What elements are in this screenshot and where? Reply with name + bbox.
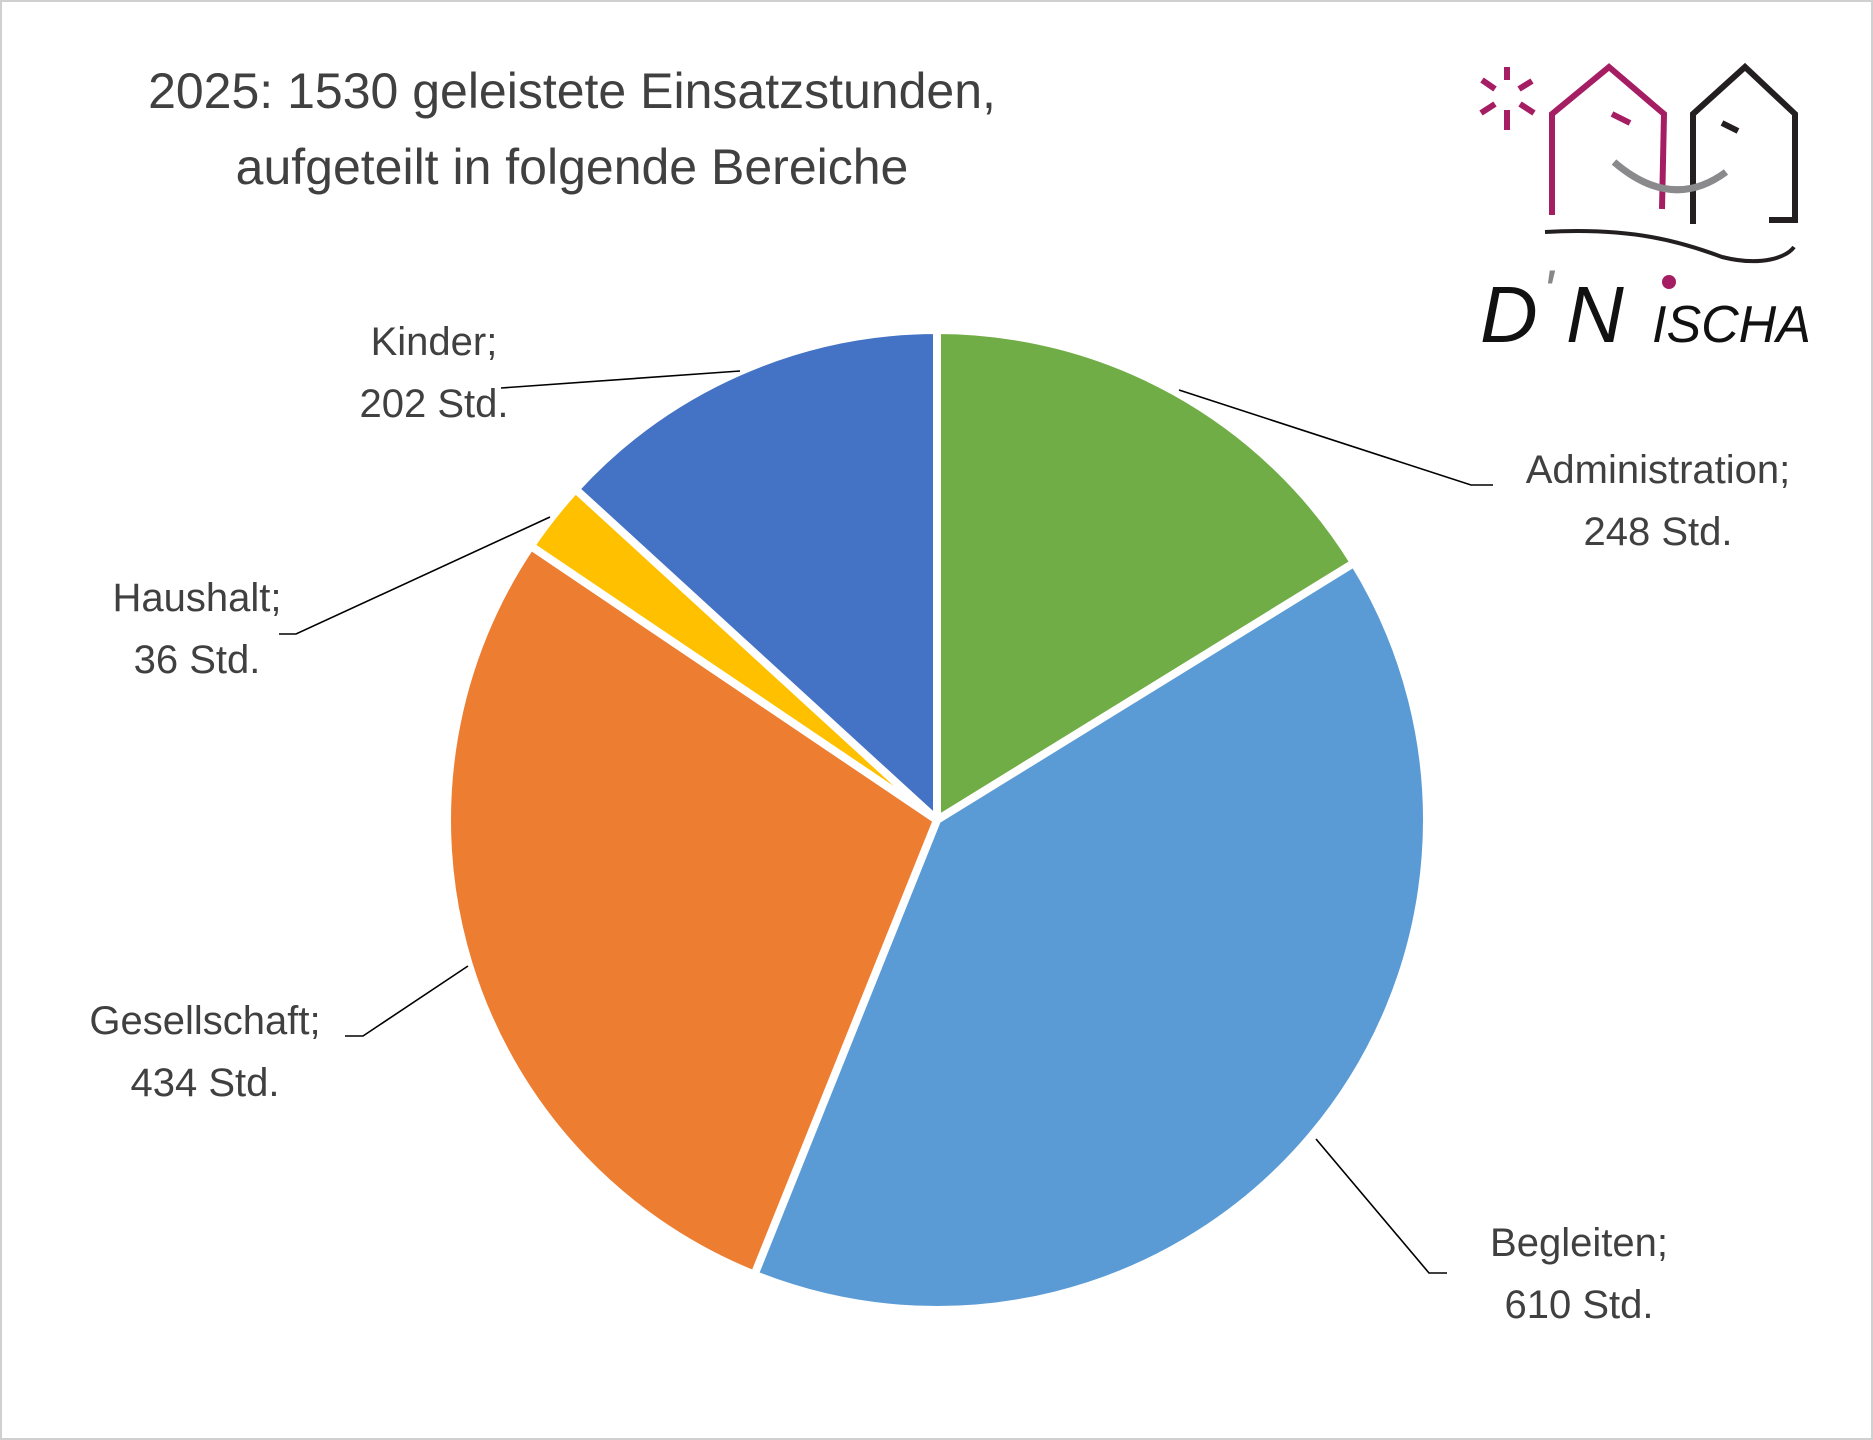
data-label-administration: Administration; 248 Std. [1525,448,1791,554]
data-label-kinder: Kinder; 202 Std. [359,320,509,426]
pie-slice-administration [933,326,1359,824]
leader-line-gesellschaft [345,965,469,1037]
data-label-begleiten: Begleiten; 610 Std. [1490,1221,1668,1327]
svg-text:N: N [1566,270,1624,359]
svg-text:ISCHA: ISCHA [1652,296,1811,354]
leader-line-haushalt [279,516,551,635]
data-label-haushalt: Haushalt; 36 Std. [112,576,282,682]
pie-slice-begleiten [750,558,1431,1314]
dnischa-logo: D ' N ISCHA [1479,62,1811,359]
chart-title-line1: 2025: 1530 geleistete Einsatzstunden, [148,63,996,119]
svg-text:D: D [1480,270,1538,359]
leader-line-administration [1178,389,1493,486]
chart-title-line2: aufgeteilt in folgende Bereiche [235,139,909,195]
leader-line-kinder [500,370,741,389]
data-label-gesellschaft: Gesellschaft; 434 Std. [89,999,321,1105]
leader-line-begleiten [1315,1138,1447,1274]
svg-text:': ' [1542,258,1556,325]
pie-slice-gesellschaft [442,541,941,1279]
